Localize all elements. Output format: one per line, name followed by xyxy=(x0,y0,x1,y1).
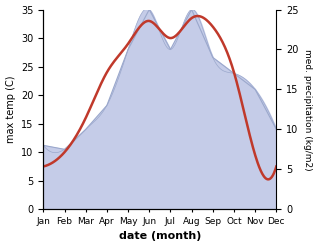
X-axis label: date (month): date (month) xyxy=(119,231,201,242)
Y-axis label: max temp (C): max temp (C) xyxy=(5,76,16,143)
Y-axis label: med. precipitation (kg/m2): med. precipitation (kg/m2) xyxy=(303,49,313,170)
